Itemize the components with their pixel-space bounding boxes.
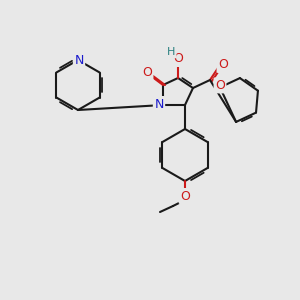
Text: N: N: [154, 98, 164, 110]
Text: O: O: [215, 79, 225, 92]
Text: H: H: [167, 47, 175, 57]
Text: O: O: [180, 190, 190, 202]
Text: N: N: [74, 53, 84, 67]
Text: O: O: [173, 52, 183, 65]
Text: O: O: [218, 58, 228, 71]
Text: O: O: [142, 67, 152, 80]
